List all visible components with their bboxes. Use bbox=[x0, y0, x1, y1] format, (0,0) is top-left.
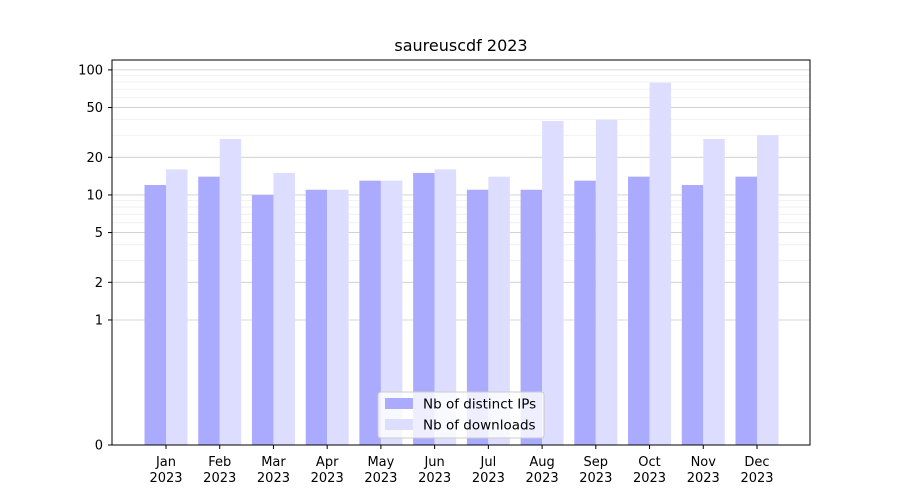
x-tick-label: Mar 2023 bbox=[257, 455, 290, 486]
bar-distinct-ips bbox=[735, 176, 757, 445]
y-tick-label: 50 bbox=[86, 101, 103, 116]
legend-label-distinct-ips: Nb of distinct IPs bbox=[423, 397, 536, 413]
bar-distinct-ips bbox=[198, 176, 220, 445]
plot-frame bbox=[111, 59, 811, 446]
y-tick-label: 0 bbox=[95, 439, 103, 454]
y-axis: 0 1 2 5 10 20 50 100 bbox=[78, 63, 112, 454]
y-tick-label: 1 bbox=[95, 313, 103, 328]
bars bbox=[144, 82, 779, 446]
chart-title: saureuscdf 2023 bbox=[394, 36, 527, 55]
legend-label-downloads: Nb of downloads bbox=[423, 418, 536, 434]
x-tick-label: Feb 2023 bbox=[203, 455, 236, 486]
x-tick-label: Dec 2023 bbox=[740, 455, 773, 486]
bar-downloads bbox=[166, 169, 188, 445]
y-tick-label: 2 bbox=[95, 276, 103, 291]
bar-downloads bbox=[380, 180, 403, 445]
bar-downloads bbox=[488, 176, 510, 445]
legend-swatch-distinct-ips bbox=[385, 398, 413, 409]
bar-distinct-ips bbox=[251, 194, 274, 445]
bar-downloads bbox=[542, 121, 564, 446]
bar-distinct-ips bbox=[681, 185, 704, 445]
x-tick-label: Oct 2023 bbox=[633, 455, 666, 486]
bar-distinct-ips bbox=[520, 189, 543, 445]
bar-downloads bbox=[703, 139, 725, 445]
bar-downloads bbox=[327, 189, 349, 445]
legend-swatch-downloads bbox=[385, 419, 413, 430]
bar-distinct-ips bbox=[466, 189, 489, 445]
bar-downloads bbox=[273, 172, 295, 445]
bar-downloads bbox=[757, 135, 779, 445]
bar-distinct-ips bbox=[628, 176, 650, 445]
x-tick-label: Jan 2023 bbox=[149, 455, 182, 486]
y-tick-label: 5 bbox=[95, 226, 103, 241]
bar-downloads bbox=[595, 119, 618, 446]
y-tick-label: 20 bbox=[86, 151, 103, 166]
bar-distinct-ips bbox=[305, 189, 328, 445]
x-tick-label: May 2023 bbox=[364, 455, 397, 486]
bar-downloads bbox=[219, 139, 242, 445]
bar-distinct-ips bbox=[574, 180, 596, 445]
x-tick-label: Aug 2023 bbox=[526, 455, 559, 486]
x-tick-label: Sep 2023 bbox=[579, 455, 612, 486]
bar-distinct-ips bbox=[413, 172, 435, 445]
x-tick-label: Jul 2023 bbox=[472, 455, 505, 486]
y-tick-label: 100 bbox=[78, 63, 103, 78]
bar-distinct-ips bbox=[359, 180, 381, 445]
x-tick-label: Nov 2023 bbox=[687, 455, 720, 486]
x-tick-label: Jun 2023 bbox=[418, 455, 451, 486]
bar-distinct-ips bbox=[144, 185, 166, 445]
x-tick-label: Apr 2023 bbox=[311, 455, 344, 486]
legend-box bbox=[377, 391, 545, 439]
y-tick-label: 10 bbox=[86, 188, 103, 203]
legend: Nb of distinct IPs Nb of downloads bbox=[377, 391, 545, 439]
x-axis: Jan 2023 Feb 2023 Mar 2023 Apr 2023 May 2023 Jun 20… bbox=[149, 445, 774, 486]
bar-downloads bbox=[649, 82, 672, 445]
bar-downloads bbox=[434, 169, 457, 445]
